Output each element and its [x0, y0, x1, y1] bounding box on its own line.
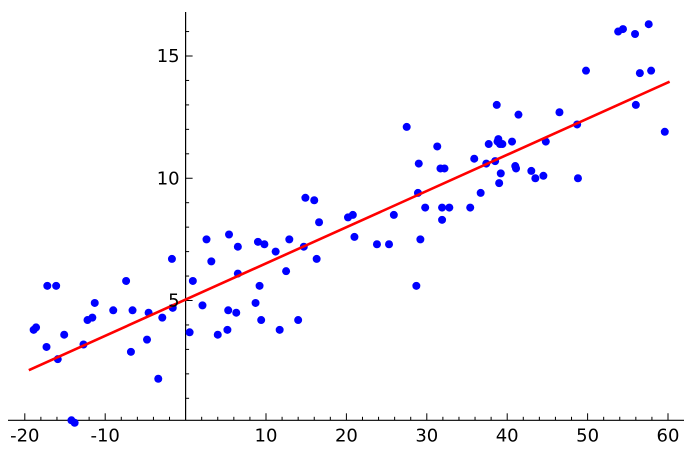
data-point	[223, 325, 232, 334]
data-point	[514, 110, 523, 119]
data-point	[301, 193, 310, 202]
data-point	[42, 342, 51, 351]
data-point	[158, 313, 167, 322]
data-point	[496, 169, 505, 178]
data-point	[631, 100, 640, 109]
axes	[8, 12, 684, 421]
data-point	[527, 166, 536, 175]
data-point	[198, 301, 207, 310]
x-tick-label: 20	[335, 425, 358, 446]
data-point	[275, 325, 284, 334]
data-point	[60, 330, 69, 339]
data-point	[225, 230, 234, 239]
x-tick-label: 40	[496, 425, 519, 446]
data-point	[573, 174, 582, 183]
data-point	[508, 137, 517, 146]
data-point	[52, 281, 61, 290]
data-point	[315, 218, 324, 227]
x-tick-label: 30	[415, 425, 438, 446]
data-point	[635, 69, 644, 78]
data-point	[143, 335, 152, 344]
data-point	[122, 276, 131, 285]
data-points	[29, 20, 669, 427]
y-tick-label: 5	[168, 291, 179, 312]
data-point	[512, 164, 521, 173]
data-point	[385, 240, 394, 249]
data-point	[271, 247, 280, 256]
data-point	[312, 254, 321, 263]
fit-line-layer	[28, 80, 671, 372]
fit-line	[28, 80, 671, 372]
data-point	[285, 235, 294, 244]
data-point	[421, 203, 430, 212]
data-point	[32, 323, 41, 332]
data-point	[257, 316, 266, 325]
data-point	[255, 281, 264, 290]
data-point	[495, 179, 504, 188]
data-point	[389, 210, 398, 219]
data-point	[492, 100, 501, 109]
data-point	[438, 215, 447, 224]
data-point	[282, 267, 291, 276]
data-point	[188, 276, 197, 285]
x-tick-label: -20	[10, 425, 39, 446]
data-point	[251, 298, 260, 307]
data-point	[224, 306, 233, 315]
x-tick-label: 60	[657, 425, 680, 446]
x-tick-label: 50	[576, 425, 599, 446]
data-point	[498, 140, 507, 149]
data-point	[618, 25, 627, 34]
data-point	[202, 235, 211, 244]
data-point	[310, 196, 319, 205]
y-tick-label: 10	[157, 168, 180, 189]
data-point	[660, 127, 669, 136]
data-point	[350, 232, 359, 241]
data-point	[43, 281, 52, 290]
data-point	[647, 66, 656, 75]
tick-labels: -20 -10 10 20 30 40 50 60 5 10 15	[10, 46, 679, 446]
data-point	[445, 203, 454, 212]
data-point	[484, 140, 493, 149]
data-point	[90, 298, 99, 307]
data-point	[372, 240, 381, 249]
data-point	[412, 281, 421, 290]
data-point	[631, 29, 640, 38]
data-point	[644, 20, 653, 29]
data-point	[253, 237, 262, 246]
data-point	[207, 257, 216, 266]
data-point	[70, 418, 79, 427]
data-point	[126, 347, 135, 356]
data-point	[260, 240, 269, 249]
data-point	[167, 254, 176, 263]
data-point	[414, 159, 423, 168]
data-point	[109, 306, 118, 315]
data-point	[539, 171, 548, 180]
data-point	[433, 142, 442, 151]
x-tick-label: -10	[90, 425, 119, 446]
data-point	[402, 122, 411, 131]
data-point	[154, 374, 163, 383]
data-point	[233, 242, 242, 251]
y-tick-label: 15	[157, 46, 180, 67]
data-point	[581, 66, 590, 75]
x-tick-label: 10	[255, 425, 278, 446]
data-point	[470, 154, 479, 163]
data-point	[348, 210, 357, 219]
data-point	[438, 203, 447, 212]
data-point	[476, 188, 485, 197]
data-point	[555, 108, 564, 117]
data-point	[128, 306, 137, 315]
data-point	[440, 164, 449, 173]
data-point	[185, 328, 194, 337]
data-point	[531, 174, 540, 183]
data-point	[232, 308, 241, 317]
data-point	[416, 235, 425, 244]
data-point	[294, 316, 303, 325]
data-point	[88, 313, 97, 322]
data-point	[466, 203, 475, 212]
data-point	[213, 330, 222, 339]
